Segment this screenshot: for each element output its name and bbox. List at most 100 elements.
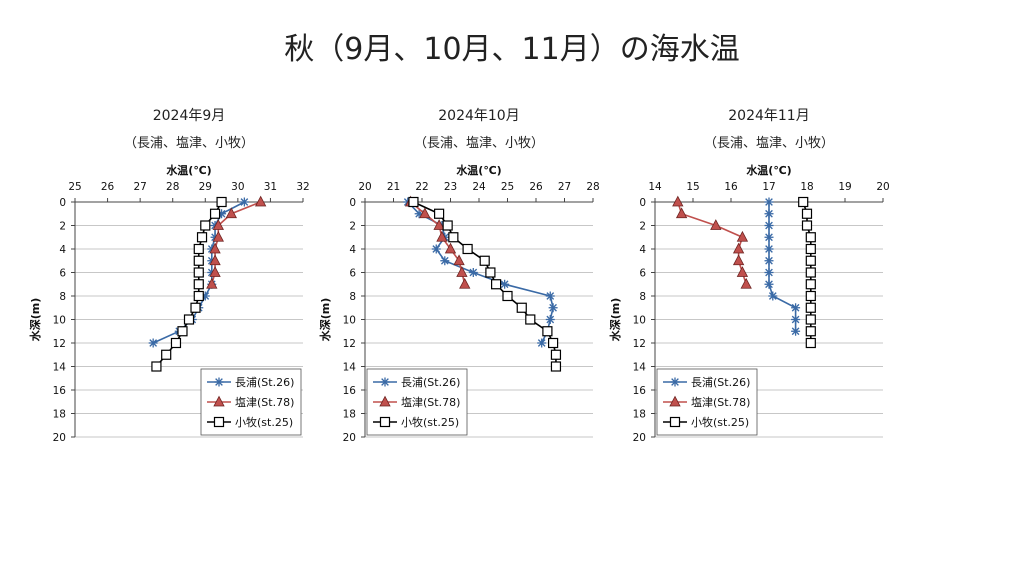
y-tick-label: 0 (59, 197, 66, 209)
y-tick-label: 16 (633, 385, 647, 397)
x-tick-label: 15 (686, 181, 699, 193)
y-tick-label: 4 (59, 244, 66, 256)
y-tick-label: 14 (633, 362, 647, 374)
data-point (462, 243, 473, 255)
x-tick-label: 22 (415, 181, 428, 193)
data-point (764, 232, 774, 242)
data-point (791, 303, 801, 313)
x-tick-label: 20 (358, 181, 371, 193)
data-point (433, 219, 445, 230)
data-point (805, 279, 816, 290)
y-tick-label: 6 (349, 268, 356, 280)
legend-label: 塩津(St.78) (401, 395, 460, 409)
data-point (768, 291, 778, 301)
data-point (216, 196, 227, 208)
data-point (239, 197, 249, 207)
legend: 長浦(St.26) 塩津(St.78) 小牧(st.25) (200, 368, 302, 436)
data-point (408, 196, 419, 208)
data-point (151, 361, 162, 372)
data-point (212, 230, 224, 242)
y-tick-label: 12 (53, 338, 66, 350)
data-point (710, 219, 722, 230)
data-point (791, 326, 801, 336)
data-point (736, 230, 749, 242)
y-tick-label: 12 (343, 338, 356, 350)
x-tick-label: 18 (800, 181, 813, 193)
y-tick-label: 6 (59, 268, 66, 280)
data-point (442, 220, 453, 231)
data-point (209, 266, 221, 277)
y-tick-label: 18 (53, 409, 66, 421)
data-point (209, 242, 221, 254)
legend-label: 小牧(st.25) (691, 415, 749, 429)
x-tick-label: 20 (876, 181, 889, 193)
data-point (200, 220, 211, 231)
data-point (764, 268, 774, 277)
x-tick-label: 27 (133, 181, 146, 193)
chart-title: 2024年9月 (153, 108, 226, 124)
data-point (791, 315, 801, 324)
data-point (209, 208, 221, 219)
data-point (254, 195, 267, 207)
data-point (456, 266, 468, 277)
data-point (550, 349, 562, 360)
y-tick-label: 4 (639, 244, 646, 256)
x-tick-label: 28 (166, 181, 179, 193)
chart-title: 2024年11月 (728, 108, 809, 124)
data-point (805, 337, 816, 349)
data-point (537, 338, 547, 348)
data-point (193, 243, 204, 255)
data-point (805, 255, 816, 266)
legend-marker (669, 416, 681, 428)
y-tick-label: 8 (59, 291, 66, 303)
data-point (502, 290, 513, 302)
data-point (500, 279, 510, 289)
data-point (177, 326, 188, 337)
y-tick-label: 0 (349, 197, 356, 209)
x-tick-label: 23 (444, 181, 457, 193)
data-point (545, 291, 555, 301)
data-point (805, 314, 816, 325)
legend-label: 長浦(St.26) (401, 376, 460, 389)
data-point (419, 207, 431, 219)
data-point (448, 232, 459, 243)
data-point (764, 209, 774, 219)
y-tick-label: 2 (639, 221, 646, 233)
x-tick-label: 26 (101, 181, 115, 193)
data-point (161, 349, 172, 360)
y-axis-label: 水深(m) (318, 298, 332, 342)
x-axis-label: 水温(℃) (456, 163, 501, 177)
legend-label: 塩津(St.78) (235, 395, 294, 409)
y-tick-label: 2 (349, 221, 356, 233)
x-tick-label: 28 (586, 181, 599, 193)
series-line-2 (677, 201, 747, 285)
data-point (801, 220, 813, 231)
data-point (798, 196, 809, 208)
data-point (764, 256, 774, 266)
legend-label: 長浦(St.26) (691, 376, 750, 389)
data-point (190, 302, 201, 313)
data-point (431, 244, 441, 254)
data-point (805, 267, 816, 278)
y-axis-label: 水深(m) (28, 298, 42, 342)
x-tick-label: 26 (529, 181, 543, 193)
x-tick-label: 14 (648, 181, 662, 193)
chart-title: 2024年10月 (438, 108, 519, 124)
data-point (225, 207, 238, 219)
legend-label: 小牧(st.25) (235, 415, 293, 429)
data-point (740, 277, 752, 289)
data-point (193, 255, 204, 266)
chart-subtitle: （長浦、塩津、小牧） (124, 136, 254, 151)
x-tick-label: 29 (199, 181, 212, 193)
x-tick-label: 19 (838, 181, 851, 193)
data-point (764, 197, 774, 207)
data-point (736, 266, 749, 277)
x-tick-label: 21 (387, 181, 400, 193)
y-tick-label: 10 (343, 315, 356, 327)
x-tick-label: 16 (724, 181, 738, 193)
series-line-1 (768, 202, 797, 332)
data-point (440, 256, 450, 266)
data-point (485, 267, 496, 278)
y-tick-label: 18 (633, 409, 646, 421)
data-point (459, 277, 471, 289)
